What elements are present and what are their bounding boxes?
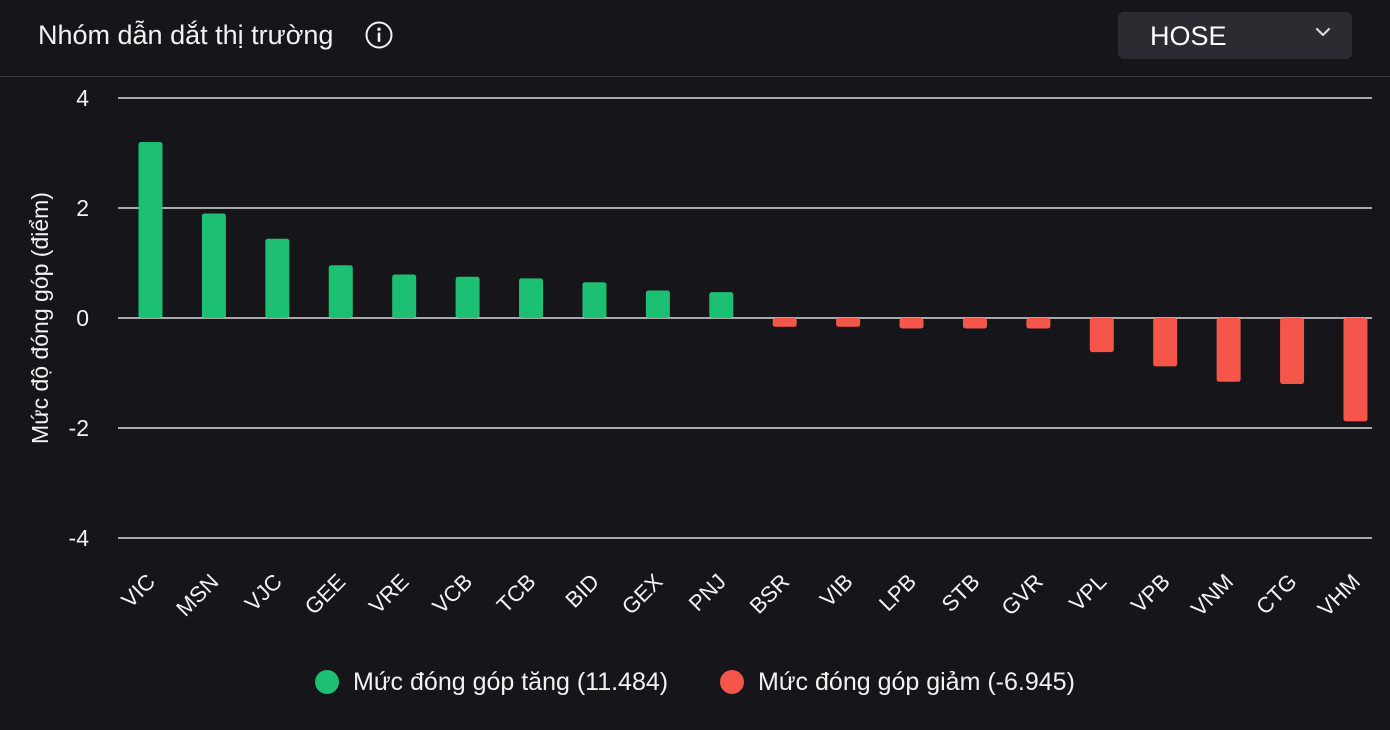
bar-pnj[interactable] <box>709 292 734 318</box>
bar-vhm[interactable] <box>1343 318 1368 422</box>
chart-header: Nhóm dẫn dắt thị trường HOSE <box>0 0 1390 77</box>
x-tick-label: GVR <box>997 569 1048 620</box>
x-tick-label: VHM <box>1313 569 1365 621</box>
x-tick-label: BID <box>560 569 604 613</box>
bar-vcb[interactable] <box>455 276 480 318</box>
x-tick-label: CTG <box>1251 569 1302 620</box>
bar-vpl[interactable] <box>1089 318 1114 353</box>
bar-gvr[interactable] <box>1026 318 1051 329</box>
bars <box>138 142 1368 422</box>
x-tick-label: VJC <box>240 569 287 616</box>
bar-vnm[interactable] <box>1216 318 1241 382</box>
chart-title: Nhóm dẫn dắt thị trường <box>38 20 334 50</box>
bar-vre[interactable] <box>392 274 417 318</box>
bar-chart: 4 2 0 -2 -4 Mức độ đóng góp (điểm) VIC MSN VJC… <box>27 85 1372 621</box>
y-tick-label: 2 <box>76 195 89 221</box>
x-tick-label: TCB <box>492 569 541 618</box>
x-tick-label: VPL <box>1064 569 1111 616</box>
x-tick-label: PNJ <box>684 569 731 616</box>
x-axis-ticks: VIC MSN VJC GEE VRE VCB TCB BID GEX PNJ BSR VIB LPB S… <box>116 569 1365 621</box>
exchange-select[interactable]: HOSE <box>1118 12 1352 59</box>
exchange-select-value: HOSE <box>1150 21 1227 51</box>
bar-bsr[interactable] <box>772 318 797 327</box>
bar-tcb[interactable] <box>519 278 544 318</box>
legend-dot-decrease <box>720 670 744 694</box>
x-tick-label: VPB <box>1126 569 1175 618</box>
x-tick-label: VNM <box>1186 569 1238 621</box>
info-icon[interactable] <box>364 20 394 50</box>
legend-label-increase: Mức đóng góp tăng (11.484) <box>353 668 669 696</box>
x-tick-label: GEX <box>617 569 668 620</box>
gridlines <box>118 97 1372 539</box>
y-tick-label: -4 <box>69 525 90 551</box>
x-tick-label: STB <box>937 569 985 617</box>
bar-vib[interactable] <box>836 318 861 327</box>
bar-bid[interactable] <box>582 282 607 318</box>
x-tick-label: VRE <box>364 569 414 619</box>
y-tick-label: 0 <box>76 305 89 331</box>
x-tick-label: GEE <box>300 569 351 620</box>
bar-msn[interactable] <box>201 213 226 319</box>
bar-vjc[interactable] <box>265 238 290 318</box>
x-tick-label: MSN <box>171 569 223 621</box>
bar-gex[interactable] <box>645 290 670 319</box>
bar-lpb[interactable] <box>899 318 924 329</box>
y-tick-label: 4 <box>76 85 89 111</box>
bar-vic[interactable] <box>138 142 163 318</box>
x-tick-label: VCB <box>427 569 477 619</box>
x-tick-label: VIB <box>815 569 858 612</box>
bar-gee[interactable] <box>328 265 353 318</box>
bar-stb[interactable] <box>962 318 987 329</box>
x-tick-label: LPB <box>874 569 921 616</box>
y-tick-label: -2 <box>69 415 89 441</box>
chart-legend: Mức đóng góp tăng (11.484) Mức đóng góp … <box>0 662 1390 702</box>
y-axis-ticks: 4 2 0 -2 -4 <box>69 85 90 551</box>
x-tick-label: BSR <box>745 569 795 619</box>
chevron-down-icon[interactable] <box>1312 24 1334 40</box>
legend-dot-increase <box>315 670 339 694</box>
bar-ctg[interactable] <box>1280 318 1305 384</box>
x-tick-label: VIC <box>116 569 160 613</box>
legend-label-decrease: Mức đóng góp giảm (-6.945) <box>758 668 1075 696</box>
bar-vpb[interactable] <box>1153 318 1178 367</box>
y-axis-label: Mức độ đóng góp (điểm) <box>27 192 53 444</box>
